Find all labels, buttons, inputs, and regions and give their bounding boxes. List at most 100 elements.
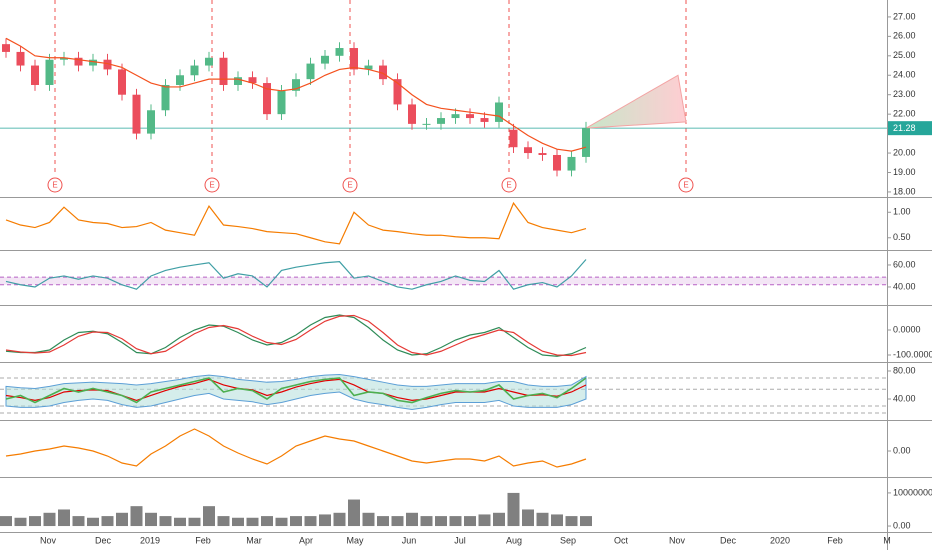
volume-bar — [203, 506, 215, 527]
volume-bar — [43, 512, 56, 527]
y-tick-label: 0.00 — [893, 445, 911, 455]
candle-body — [89, 59, 97, 66]
indicator-line — [5, 428, 587, 468]
x-tick-label: May — [346, 535, 364, 545]
x-tick-label: Feb — [827, 535, 843, 545]
x-tick-label: 2019 — [140, 535, 160, 545]
candle-body — [263, 83, 271, 115]
candle-body — [277, 90, 286, 115]
indicator-line — [5, 314, 587, 357]
volume-bar — [130, 506, 143, 527]
x-tick-label: Feb — [195, 535, 211, 545]
indicator-line — [5, 259, 587, 290]
x-tick-label: Sep — [560, 535, 576, 545]
y-tick-label: 0.0000 — [893, 324, 921, 334]
earnings-marker — [342, 177, 358, 193]
candle-body — [451, 114, 460, 119]
volume-bar — [246, 517, 259, 527]
x-tick-label: M — [883, 535, 891, 545]
y-tick-label: 27.00 — [893, 11, 916, 21]
earnings-label: E — [209, 181, 214, 190]
forecast-cone — [585, 74, 687, 129]
candle-body — [350, 48, 358, 70]
candle-body — [379, 65, 387, 80]
candle-body — [16, 51, 25, 66]
earnings-label: E — [506, 181, 511, 190]
volume-bar — [464, 516, 476, 527]
volume-bar — [580, 516, 592, 527]
candle-body — [422, 123, 431, 125]
volume-bar — [507, 492, 520, 527]
volume-bar — [145, 512, 157, 527]
x-tick-label: Jul — [454, 535, 466, 545]
candle-body — [408, 104, 416, 124]
candle-body — [31, 65, 39, 85]
candle-body — [190, 65, 199, 76]
candle-body — [219, 57, 228, 85]
volume-bar — [478, 514, 491, 527]
volume-bar — [261, 516, 273, 527]
indicator-line — [5, 201, 587, 245]
candle-body — [495, 102, 503, 122]
x-tick-label: Apr — [299, 535, 313, 545]
band-area — [5, 373, 587, 411]
y-tick-label: 40.00 — [893, 393, 916, 403]
candle-body — [524, 147, 532, 154]
candle-body — [60, 57, 68, 60]
volume-bar — [406, 512, 418, 527]
candle-body — [205, 57, 213, 66]
candle-body — [582, 128, 590, 157]
volume-bar — [551, 514, 563, 527]
volume-bar — [87, 517, 99, 527]
volume-bar — [348, 499, 360, 527]
y-tick-label: 10000000.00 — [893, 487, 932, 497]
earnings-marker — [204, 177, 220, 193]
volume-bar — [275, 517, 288, 527]
candle-body — [176, 75, 184, 85]
y-tick-label: 0.00 — [893, 520, 911, 530]
y-tick-label: 26.00 — [893, 31, 916, 41]
volume-bar — [290, 516, 302, 527]
candle-body — [2, 44, 10, 52]
candle-body — [118, 69, 126, 95]
y-tick-label: 18.00 — [893, 186, 916, 196]
indicator-line — [5, 377, 587, 404]
earnings-marker — [501, 177, 517, 193]
candle-body — [509, 129, 518, 148]
volume-bar — [493, 512, 505, 527]
x-tick-label: Dec — [95, 535, 112, 545]
candle-body — [74, 57, 83, 66]
candle-body — [132, 94, 141, 134]
volume-bar — [217, 516, 230, 527]
candle-body — [292, 79, 300, 91]
y-tick-label: 25.00 — [893, 50, 916, 60]
candle-body — [480, 118, 489, 122]
candle-body — [437, 118, 445, 124]
volume-bar — [304, 516, 317, 527]
last-price-badge — [888, 121, 932, 136]
x-tick-label: Aug — [506, 535, 522, 545]
earnings-label: E — [347, 181, 352, 190]
volume-bar — [449, 516, 462, 527]
candle-body — [103, 59, 112, 70]
earnings-marker — [678, 177, 694, 193]
volume-bar — [333, 512, 346, 527]
y-tick-label: 60.00 — [893, 259, 916, 269]
x-tick-label: Dec — [720, 535, 737, 545]
candle-body — [161, 84, 170, 111]
candle-body — [466, 114, 474, 119]
volume-bar — [101, 516, 114, 527]
candle-body — [45, 59, 54, 85]
last-price-label: 21.28 — [893, 123, 916, 133]
y-tick-label: 19.00 — [893, 167, 916, 177]
candle-body — [147, 110, 155, 134]
x-tick-label: Nov — [669, 535, 686, 545]
volume-bar — [420, 516, 433, 527]
y-tick-label: 23.00 — [893, 89, 916, 99]
candle-body — [321, 55, 329, 64]
volume-bar — [435, 516, 447, 527]
volume-bar — [159, 516, 172, 527]
earnings-label: E — [683, 181, 688, 190]
